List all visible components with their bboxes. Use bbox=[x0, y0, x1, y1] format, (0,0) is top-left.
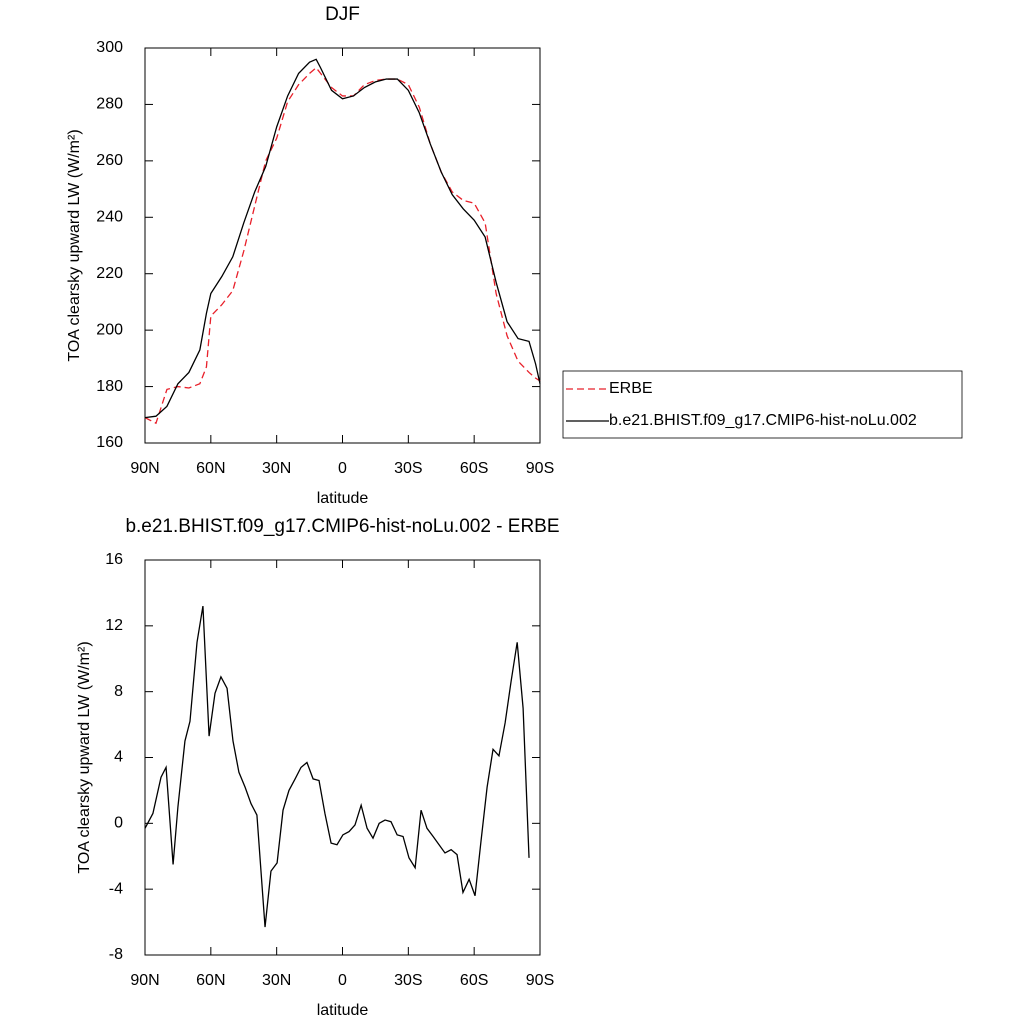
y-tick-label: 12 bbox=[105, 617, 123, 634]
x-tick-label: 60N bbox=[196, 460, 225, 477]
y-tick-label: 280 bbox=[96, 96, 123, 113]
y-tick-label: 220 bbox=[96, 265, 123, 282]
y-tick-label: -8 bbox=[109, 946, 123, 963]
x-axis-label: latitude bbox=[317, 1002, 369, 1019]
x-tick-label: 0 bbox=[338, 460, 347, 477]
y-tick-label: 200 bbox=[96, 321, 123, 338]
x-tick-label: 60S bbox=[460, 972, 488, 989]
y-tick-label: 300 bbox=[96, 39, 123, 56]
x-tick-label: 60S bbox=[460, 460, 488, 477]
x-tick-label: 90N bbox=[130, 972, 159, 989]
y-tick-label: 4 bbox=[114, 749, 123, 766]
x-tick-label: 30N bbox=[262, 972, 291, 989]
legend-label: ERBE bbox=[609, 380, 653, 397]
x-tick-label: 30N bbox=[262, 460, 291, 477]
x-tick-label: 30S bbox=[394, 460, 422, 477]
x-tick-label: 0 bbox=[338, 972, 347, 989]
y-tick-label: 260 bbox=[96, 152, 123, 169]
y-tick-label: 160 bbox=[96, 434, 123, 451]
x-axis-label: latitude bbox=[317, 490, 369, 507]
y-tick-label: 0 bbox=[114, 815, 123, 832]
chart-title: DJF bbox=[325, 4, 360, 25]
y-tick-label: 180 bbox=[96, 378, 123, 395]
x-tick-label: 90S bbox=[526, 460, 554, 477]
y-tick-label: 240 bbox=[96, 209, 123, 226]
data-line bbox=[144, 66, 541, 425]
x-tick-label: 30S bbox=[394, 972, 422, 989]
legend-label: b.e21.BHIST.f09_g17.CMIP6-hist-noLu.002 bbox=[609, 412, 917, 429]
y-tick-label: 8 bbox=[114, 683, 123, 700]
plot-frame bbox=[144, 47, 541, 444]
y-tick-label: -4 bbox=[109, 880, 123, 897]
data-line bbox=[144, 58, 541, 419]
legend-box bbox=[562, 370, 963, 439]
data-line bbox=[144, 605, 530, 928]
plot-frame bbox=[144, 559, 541, 956]
x-tick-label: 60N bbox=[196, 972, 225, 989]
x-tick-label: 90N bbox=[130, 460, 159, 477]
chart-title: b.e21.BHIST.f09_g17.CMIP6-hist-noLu.002 … bbox=[125, 516, 559, 537]
y-tick-label: 16 bbox=[105, 551, 123, 568]
x-tick-label: 90S bbox=[526, 972, 554, 989]
y-axis-label: TOA clearsky upward LW (W/m²) bbox=[66, 129, 83, 361]
y-axis-label: TOA clearsky upward LW (W/m²) bbox=[76, 641, 93, 873]
